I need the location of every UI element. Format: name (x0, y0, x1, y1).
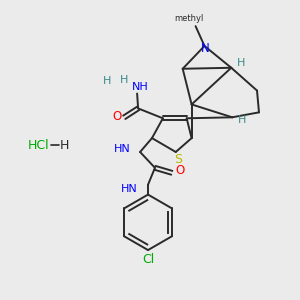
Text: HN: HN (113, 144, 130, 154)
Text: H: H (238, 115, 246, 125)
Text: O: O (113, 110, 122, 123)
Text: H: H (103, 76, 112, 85)
Text: H: H (237, 58, 245, 68)
Text: Cl: Cl (142, 254, 154, 266)
Text: NH: NH (132, 82, 148, 92)
Text: O: O (175, 164, 184, 177)
Text: N: N (201, 42, 210, 56)
Text: methyl: methyl (174, 14, 203, 23)
Text: HCl: HCl (28, 139, 50, 152)
Text: H: H (120, 75, 128, 85)
Text: S: S (174, 153, 182, 167)
Text: H: H (60, 139, 70, 152)
Text: HN: HN (122, 184, 138, 194)
